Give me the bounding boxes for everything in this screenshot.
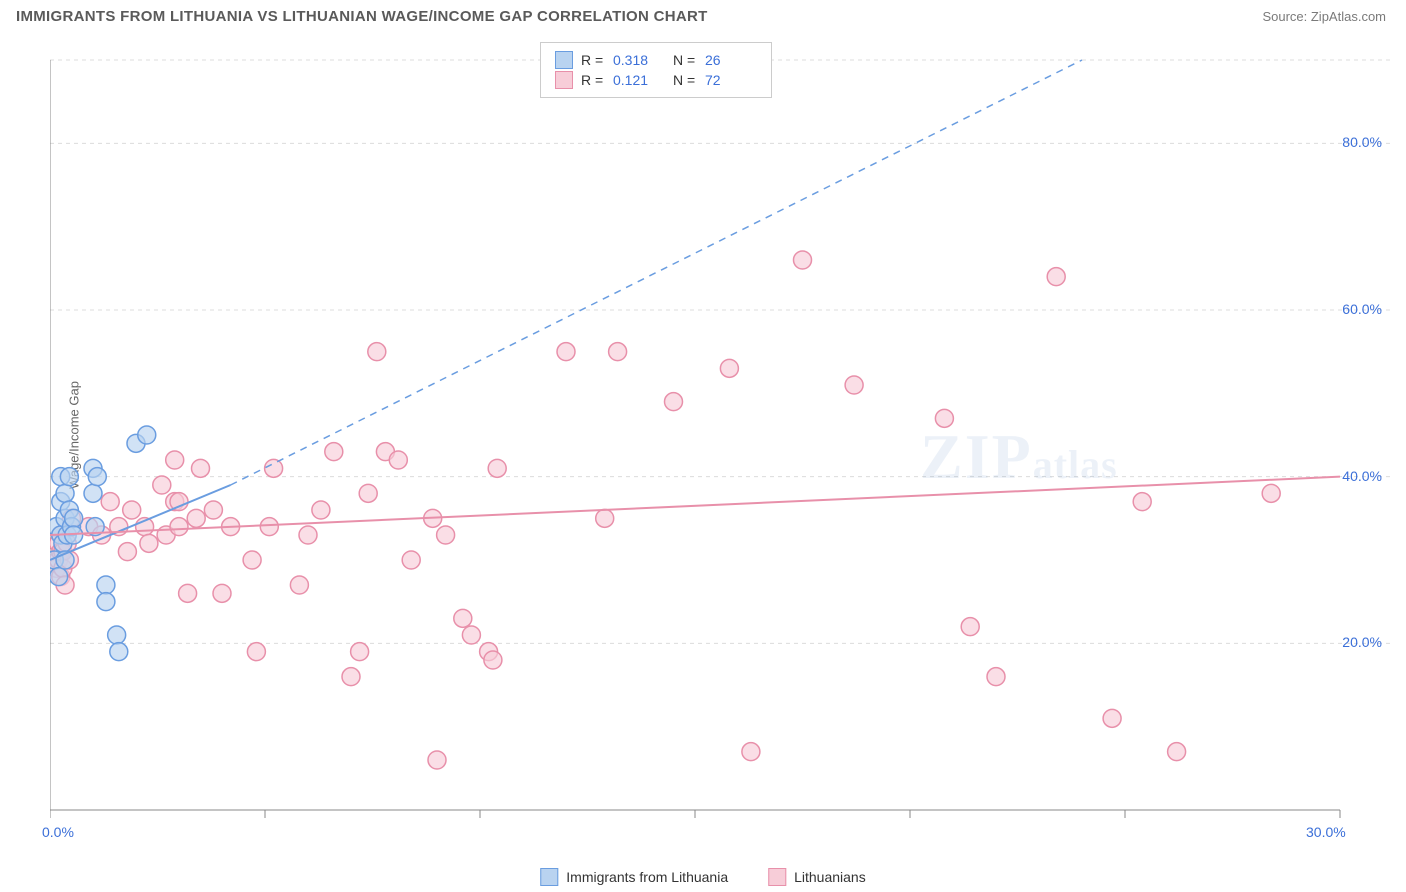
y-tick-label: 40.0% — [1342, 468, 1382, 484]
x-tick-label: 0.0% — [42, 824, 74, 840]
legend-row: R = 0.318 N = 26 — [555, 51, 757, 69]
legend-swatch-icon — [540, 868, 558, 886]
x-tick-label: 30.0% — [1306, 824, 1346, 840]
legend-n-label: N = — [673, 72, 697, 88]
series-legend: Immigrants from Lithuania Lithuanians — [540, 868, 865, 886]
legend-swatch-icon — [555, 71, 573, 89]
correlation-legend: R = 0.318 N = 26 R = 0.121 N = 72 — [540, 42, 772, 98]
chart-source: Source: ZipAtlas.com — [1262, 9, 1386, 24]
legend-swatch-icon — [768, 868, 786, 886]
legend-label: Lithuanians — [794, 869, 866, 885]
legend-item: Lithuanians — [768, 868, 866, 886]
scatter-plot — [50, 40, 1390, 830]
y-tick-label: 60.0% — [1342, 301, 1382, 317]
legend-label: Immigrants from Lithuania — [566, 869, 728, 885]
legend-row: R = 0.121 N = 72 — [555, 71, 757, 89]
legend-item: Immigrants from Lithuania — [540, 868, 728, 886]
legend-r-value: 0.318 — [613, 52, 665, 68]
chart-header: IMMIGRANTS FROM LITHUANIA VS LITHUANIAN … — [0, 0, 1406, 29]
legend-n-value: 26 — [705, 52, 757, 68]
y-tick-label: 80.0% — [1342, 134, 1382, 150]
legend-r-label: R = — [581, 72, 605, 88]
chart-container: Wage/Income Gap R = 0.318 N = 26 R = 0.1… — [50, 40, 1390, 830]
legend-n-value: 72 — [705, 72, 757, 88]
y-tick-label: 20.0% — [1342, 634, 1382, 650]
chart-title: IMMIGRANTS FROM LITHUANIA VS LITHUANIAN … — [16, 8, 708, 25]
legend-swatch-icon — [555, 51, 573, 69]
legend-n-label: N = — [673, 52, 697, 68]
legend-r-value: 0.121 — [613, 72, 665, 88]
legend-r-label: R = — [581, 52, 605, 68]
